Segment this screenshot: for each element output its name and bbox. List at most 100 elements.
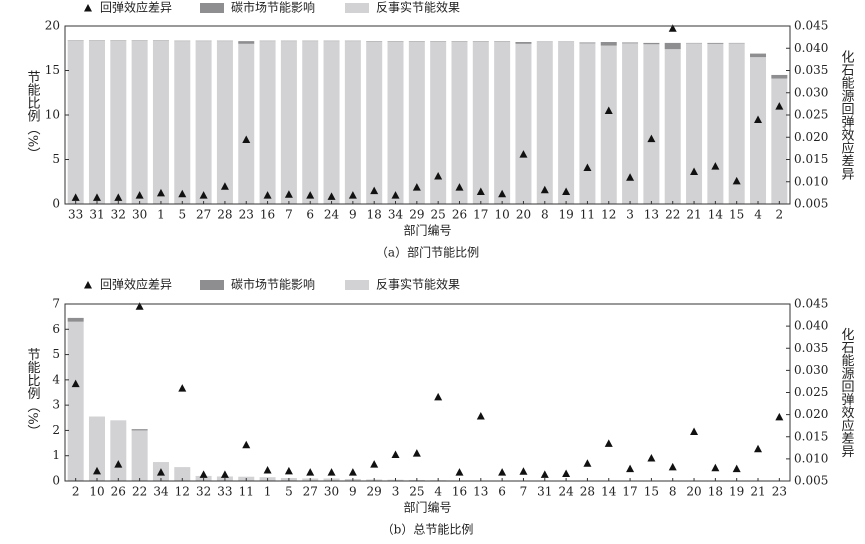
x-tick-label: 4 bbox=[434, 485, 442, 499]
marker bbox=[455, 183, 464, 191]
x-tick-label: 34 bbox=[153, 485, 169, 499]
bar bbox=[707, 43, 724, 204]
x-tick-label: 33 bbox=[217, 485, 232, 499]
x-tick-label: 2 bbox=[776, 208, 784, 222]
y-tick-label: 5 bbox=[52, 347, 60, 361]
x-tick-label: 28 bbox=[217, 208, 232, 222]
x-tick-label: 9 bbox=[349, 485, 357, 499]
x-tick-label: 24 bbox=[558, 485, 574, 499]
x-tick-label: 23 bbox=[772, 485, 787, 499]
x-tick-label: 28 bbox=[580, 485, 595, 499]
marker bbox=[92, 466, 101, 475]
y2-tick-label: 0.025 bbox=[794, 108, 828, 122]
bar bbox=[579, 43, 596, 205]
y-axis-label: 节能比例（%） bbox=[25, 347, 41, 437]
x-tick-label: 25 bbox=[409, 485, 424, 499]
y2-tick-label: 0.020 bbox=[794, 130, 828, 144]
bar bbox=[622, 42, 639, 44]
bar bbox=[579, 42, 596, 44]
y2-tick-label: 0.030 bbox=[794, 363, 828, 377]
marker bbox=[412, 183, 421, 191]
marker bbox=[199, 191, 208, 199]
marker bbox=[754, 444, 763, 453]
bar bbox=[430, 41, 447, 205]
marker bbox=[391, 191, 400, 199]
y-tick-label: 20 bbox=[45, 19, 60, 33]
bar bbox=[515, 42, 532, 44]
bar bbox=[131, 40, 148, 205]
x-axis-label: 部门编号 bbox=[403, 500, 451, 515]
x-tick-label: 8 bbox=[669, 485, 677, 499]
x-tick-label: 15 bbox=[729, 208, 744, 222]
legend-marker bbox=[84, 4, 92, 12]
x-axis-label: 部门编号 bbox=[403, 223, 451, 238]
marker bbox=[604, 106, 613, 115]
legend-marker bbox=[84, 281, 92, 289]
x-tick-label: 4 bbox=[754, 208, 762, 222]
marker bbox=[647, 453, 656, 462]
x-tick-label: 23 bbox=[239, 208, 254, 222]
y2-tick-label: 0.005 bbox=[794, 197, 828, 211]
y-tick-label: 4 bbox=[52, 372, 60, 386]
marker bbox=[562, 187, 571, 196]
x-tick-label: 12 bbox=[601, 208, 616, 222]
bar bbox=[259, 41, 276, 204]
x-tick-label: 6 bbox=[498, 485, 506, 499]
bar bbox=[515, 43, 532, 204]
bar bbox=[387, 41, 404, 205]
x-tick-label: 33 bbox=[68, 208, 83, 222]
bar bbox=[88, 416, 105, 481]
y-tick-label: 0 bbox=[52, 197, 60, 211]
marker bbox=[306, 191, 315, 199]
bar bbox=[131, 430, 148, 481]
bar bbox=[472, 41, 489, 205]
bar bbox=[302, 41, 319, 204]
bar bbox=[600, 42, 617, 46]
bar bbox=[110, 40, 127, 205]
x-tick-label: 13 bbox=[644, 208, 659, 222]
marker bbox=[114, 460, 123, 468]
bar bbox=[707, 42, 724, 44]
x-tick-label: 31 bbox=[89, 208, 104, 222]
marker bbox=[284, 466, 293, 475]
legend-swatch bbox=[345, 3, 369, 13]
marker bbox=[199, 470, 208, 478]
bar bbox=[558, 42, 575, 204]
y2-tick-label: 0.025 bbox=[794, 385, 828, 399]
x-tick-label: 18 bbox=[367, 208, 382, 222]
x-tick-label: 29 bbox=[409, 208, 424, 222]
marker bbox=[775, 102, 784, 110]
marker bbox=[562, 469, 571, 477]
marker bbox=[476, 187, 485, 196]
legend-swatch bbox=[200, 280, 224, 290]
legend-label: 回弹效应差异 bbox=[100, 0, 172, 15]
bar bbox=[664, 49, 681, 204]
bar bbox=[451, 41, 468, 205]
marker bbox=[71, 193, 80, 201]
x-tick-label: 11 bbox=[239, 485, 254, 499]
marker bbox=[71, 379, 80, 388]
bar bbox=[174, 41, 191, 204]
legend-label: 回弹效应差异 bbox=[100, 277, 172, 292]
marker bbox=[327, 468, 336, 476]
x-tick-label: 7 bbox=[520, 485, 528, 499]
x-tick-label: 16 bbox=[452, 485, 467, 499]
caption: （b）总节能比例 bbox=[382, 523, 474, 537]
marker bbox=[711, 162, 720, 170]
bar bbox=[664, 42, 681, 50]
x-tick-label: 10 bbox=[89, 485, 104, 499]
legend-swatch bbox=[345, 280, 369, 290]
y2-tick-label: 0.015 bbox=[794, 429, 828, 443]
bar bbox=[67, 317, 84, 322]
x-tick-label: 21 bbox=[686, 208, 701, 222]
marker bbox=[306, 468, 315, 476]
x-tick-label: 21 bbox=[750, 485, 765, 499]
x-tick-label: 30 bbox=[324, 485, 339, 499]
y-tick-label: 0 bbox=[52, 474, 60, 488]
bar bbox=[750, 57, 767, 205]
caption: （a）部门节能比例 bbox=[376, 245, 479, 260]
y2-tick-label: 0.005 bbox=[794, 474, 828, 488]
x-tick-label: 13 bbox=[473, 485, 488, 499]
x-tick-label: 9 bbox=[349, 208, 357, 222]
marker bbox=[476, 411, 485, 420]
